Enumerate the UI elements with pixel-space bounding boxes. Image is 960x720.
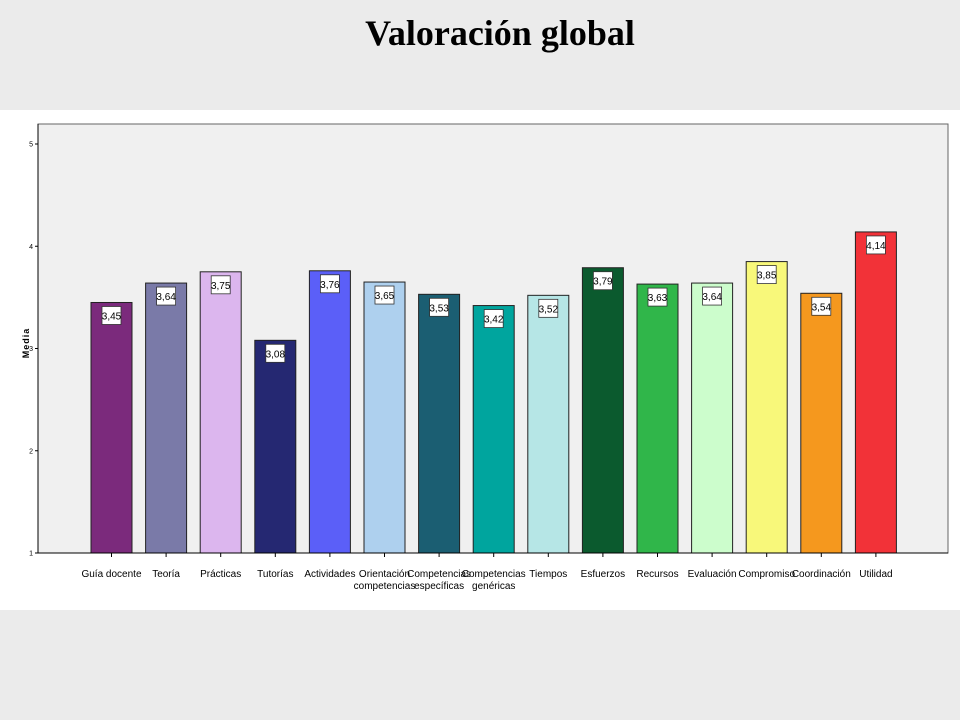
y-tick-label: 1 [29,551,33,558]
value-label: 3,64 [156,292,176,303]
value-label-box [374,285,395,305]
value-label: 3,65 [375,291,395,302]
value-label-box [265,343,286,363]
value-label: 3,75 [211,281,231,292]
y-tick-label: 5 [29,142,33,149]
value-label-box [538,298,559,318]
bar [90,301,133,554]
x-tick-label: Prácticas [200,569,241,580]
bar [800,292,843,554]
bar [254,339,297,554]
x-tick-label: Compromiso [738,569,795,580]
y-axis-label: Media [21,328,31,359]
bar [691,282,734,554]
value-label: 3,54 [812,302,832,313]
bar [745,261,788,554]
bar [145,282,188,554]
slide-title: Valoración global [365,13,635,53]
x-tick-label: Esfuerzos [581,569,625,580]
x-tick-label: Evaluación [688,569,737,580]
y-tick-label: 4 [29,244,33,251]
bar [854,231,897,554]
value-label-box [156,286,177,306]
x-tick-label: Teoría [152,569,180,580]
x-axis: Guía docente Teoría Prácticas Tutorías Activ… [38,552,948,592]
value-label-box [756,265,777,284]
value-label-box [702,286,722,306]
bar [363,281,406,554]
x-tick-label: Competencias [462,569,526,580]
x-tick-label: Tiempos [529,569,567,580]
value-label-box [483,309,504,328]
y-axis: 1 2 3 4 5 [29,124,39,558]
value-label-box [647,287,668,307]
value-label: 3,52 [539,304,559,315]
x-tick-label: específicas [414,581,464,592]
x-tick-label: genéricas [472,581,515,592]
value-label: 4,14 [866,241,886,252]
value-label-box [210,275,231,295]
value-label: 3,85 [757,271,777,282]
value-label-box [866,235,886,255]
x-tick-label: Guía docente [81,569,141,580]
value-label: 3,53 [429,303,449,314]
bar [199,271,242,554]
value-label: 3,76 [320,280,340,291]
x-tick-label: Utilidad [859,569,892,580]
x-tick-label: Tutorías [257,569,293,580]
y-tick-label: 3 [29,346,33,353]
x-tick-label: competencias [354,581,416,592]
bar [418,293,461,554]
value-label: 3,08 [266,349,286,360]
chart-panel: 1 2 3 4 5 Media 3,45 3,64 3,75 3,08 3,76 3,65 3,53… [0,110,960,610]
bar [527,294,570,554]
bar [472,305,515,554]
x-tick-label: Competencias [407,569,471,580]
value-label: 3,64 [702,292,722,303]
bar [636,283,679,554]
x-tick-label: Recursos [636,569,678,580]
x-tick-label: Orientación [359,569,410,580]
x-tick-label: Actividades [304,569,355,580]
value-label-box [429,297,450,317]
value-label: 3,79 [593,277,613,288]
bar [308,270,351,554]
y-tick-label: 2 [29,448,33,455]
value-label-box [319,274,340,294]
value-label: 3,63 [648,293,668,304]
x-tick-label: Coordinación [792,569,851,580]
value-label: 3,45 [102,311,122,322]
bar-chart: 1 2 3 4 5 Media 3,45 3,64 3,75 3,08 3,76 3,65 3,53… [21,123,949,592]
bar [581,267,624,554]
value-label-box [811,296,832,316]
bars: 3,45 3,64 3,75 3,08 3,76 3,65 3,53 3,42 3,52 3,79… [90,231,897,554]
value-label-box [101,306,122,325]
value-label-box [593,271,613,291]
value-label: 3,42 [484,315,504,326]
